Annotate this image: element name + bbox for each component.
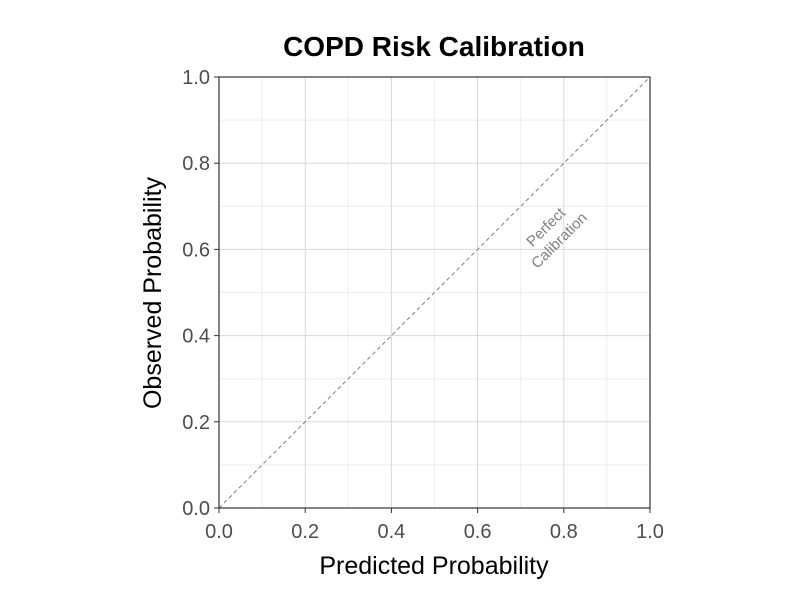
y-tick-label: 0.6 — [182, 239, 210, 261]
y-tick-label: 1.0 — [182, 67, 210, 89]
perfect-calibration-line — [218, 76, 651, 509]
y-tick-label: 0.2 — [182, 412, 210, 434]
chart-title: COPD Risk Calibration — [283, 31, 585, 62]
ticks-layer: 0.0 0.2 0.4 0.6 0.8 1.0 0.0 0.2 0.4 0.6 0.8 1.0 — [182, 67, 664, 543]
plot-panel-border — [218, 76, 651, 509]
axes-layer — [218, 76, 651, 509]
series-layer — [218, 76, 651, 509]
y-tick-label: 0.0 — [182, 498, 210, 520]
y-tick-label: 0.8 — [182, 153, 210, 175]
x-tick-label: 0.0 — [205, 521, 233, 543]
x-tick-label: 0.6 — [464, 521, 492, 543]
y-tick-label: 0.4 — [182, 326, 210, 348]
x-tick-label: 0.2 — [291, 521, 319, 543]
y-axis-title: Observed Probability — [139, 176, 167, 409]
x-tick-label: 1.0 — [636, 521, 664, 543]
perfect-calibration-annotation: PerfectCalibration — [515, 196, 591, 272]
x-axis-title: Predicted Probability — [319, 552, 549, 580]
annotation-layer: PerfectCalibration — [515, 196, 591, 272]
x-tick-label: 0.4 — [377, 521, 405, 543]
x-tick-label: 0.8 — [550, 521, 578, 543]
